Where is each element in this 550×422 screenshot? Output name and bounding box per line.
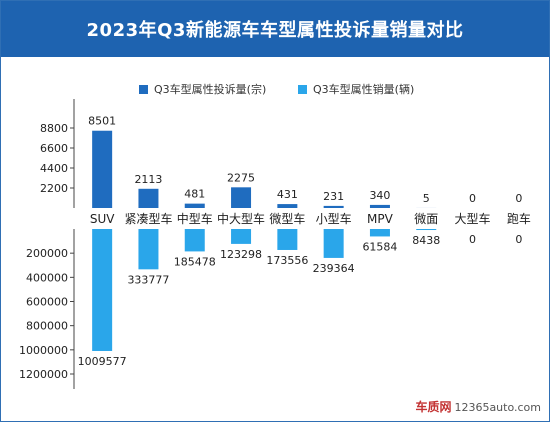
complaints-data-label: 231 [323, 190, 344, 203]
complaints-data-label: 431 [277, 188, 298, 201]
lower-tick-label: 1200000 [19, 368, 68, 381]
category-label: SUV [90, 212, 115, 226]
complaints-bar [184, 203, 205, 208]
legend-item-complaints: Q3车型属性投诉量(宗) [139, 81, 266, 97]
sales-data-label: 0 [469, 233, 476, 246]
watermark: 车质网 12365auto.com [415, 398, 541, 415]
lower-tick-label: 400000 [26, 271, 68, 284]
sales-data-label: 1009577 [78, 355, 127, 368]
sales-data-label: 8438 [412, 234, 440, 247]
complaints-bar [277, 204, 298, 208]
complaints-data-label: 481 [184, 188, 205, 201]
category-label: 中型车 [177, 211, 213, 226]
upper-tick-label: 4400 [40, 162, 68, 175]
legend: Q3车型属性投诉量(宗) Q3车型属性销量(辆) [1, 81, 549, 99]
sales-bar [277, 229, 298, 250]
sales-bar [369, 229, 390, 237]
sales-data-label: 333777 [127, 273, 169, 286]
category-label: 微面 [414, 212, 438, 226]
legend-label-complaints: Q3车型属性投诉量(宗) [154, 83, 267, 96]
upper-tick-label: 6600 [40, 142, 68, 155]
category-label: 跑车 [507, 211, 531, 226]
complaints-data-label: 340 [369, 189, 390, 202]
legend-item-sales: Q3车型属性销量(辆) [298, 81, 414, 97]
legend-label-sales: Q3车型属性销量(辆) [313, 83, 415, 96]
lower-tick-label: 600000 [26, 296, 68, 309]
sales-data-label: 61584 [362, 240, 397, 253]
complaints-bar [231, 187, 252, 208]
complaints-data-label: 2275 [227, 171, 255, 184]
sales-bar [416, 229, 437, 231]
legend-swatch-complaints [139, 84, 148, 94]
complaints-data-label: 0 [469, 192, 476, 205]
category-label: 中大型车 [217, 211, 265, 226]
complaints-data-label: 5 [423, 192, 430, 205]
complaints-data-label: 2113 [134, 173, 162, 186]
legend-swatch-sales [298, 84, 307, 94]
sales-bar [323, 229, 344, 258]
sales-data-label: 123298 [220, 248, 262, 261]
sales-bar [138, 229, 159, 270]
sales-bar [184, 229, 205, 252]
category-label: 紧凑型车 [124, 211, 172, 226]
sales-data-label: 239364 [313, 262, 355, 275]
watermark-site: 12365auto.com [454, 401, 541, 414]
sales-data-label: 173556 [266, 254, 308, 267]
watermark-brand: 车质网 [415, 400, 452, 414]
sales-data-label: 0 [515, 233, 522, 246]
sales-data-label: 185478 [174, 255, 216, 268]
complaints-bar [92, 130, 113, 208]
category-label: 大型车 [455, 211, 491, 226]
category-label: 小型车 [316, 211, 352, 226]
lower-tick-label: 800000 [26, 320, 68, 333]
lower-tick-label: 1000000 [19, 344, 68, 357]
sales-bar [231, 229, 252, 244]
complaints-data-label: 0 [515, 192, 522, 205]
sales-bar [92, 229, 113, 351]
chart-title: 2023年Q3新能源车车型属性投诉量销量对比 [1, 1, 549, 57]
complaints-bar [323, 205, 344, 208]
upper-tick-label: 2200 [40, 182, 68, 195]
category-label: 微型车 [269, 211, 305, 226]
complaints-bar [369, 204, 390, 208]
complaints-bar [138, 188, 159, 208]
lower-tick-label: 200000 [26, 247, 68, 260]
category-label: MPV [367, 212, 394, 226]
complaints-data-label: 8501 [88, 115, 116, 128]
upper-tick-label: 8800 [40, 122, 68, 135]
